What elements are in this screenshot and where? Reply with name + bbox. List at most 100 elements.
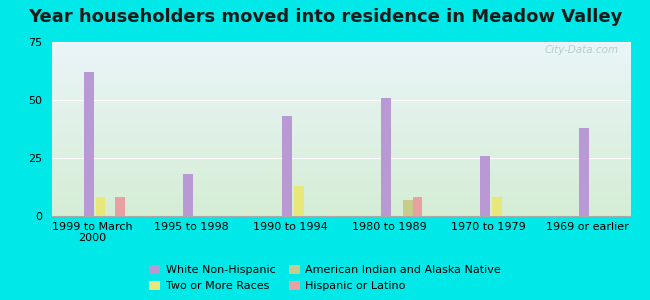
Bar [52,152,630,153]
Bar [52,189,630,190]
Bar [381,98,391,216]
Bar [52,215,630,216]
Bar [402,200,413,216]
Bar [52,162,630,163]
Bar [52,206,630,207]
Bar [52,58,630,59]
Bar [52,153,630,154]
Text: Year householders moved into residence in Meadow Valley: Year householders moved into residence i… [28,8,622,26]
Bar [52,110,630,111]
Bar [52,125,630,126]
Bar [52,119,630,120]
Bar [52,186,630,187]
Bar [52,145,630,146]
Bar [52,112,630,113]
Bar [52,197,630,198]
Bar [52,154,630,155]
Bar [52,130,630,131]
Bar [52,181,630,182]
Bar [52,45,630,46]
Bar [52,203,630,204]
Bar [52,92,630,93]
Bar [52,180,630,181]
Bar [52,79,630,80]
Bar [52,101,630,102]
Bar [52,121,630,122]
Bar [52,160,630,161]
Bar [52,98,630,99]
Bar [52,53,630,54]
Bar [52,165,630,166]
Bar [84,72,94,216]
Bar [52,84,630,85]
Bar [52,120,630,121]
Bar [52,134,630,135]
Bar [52,113,630,114]
Bar [52,50,630,51]
Bar [52,132,630,133]
Bar [52,88,630,89]
Bar [52,182,630,183]
Bar [492,197,502,216]
Bar [52,55,630,56]
Bar [52,169,630,170]
Bar [52,73,630,74]
Legend: White Non-Hispanic, Two or More Races, American Indian and Alaska Native, Hispan: White Non-Hispanic, Two or More Races, A… [149,265,501,291]
Bar [52,83,630,84]
Bar [52,187,630,188]
Bar [52,176,630,177]
Bar [52,209,630,210]
Bar [52,56,630,57]
Bar [52,163,630,164]
Bar [52,199,630,200]
Bar [52,109,630,110]
Bar [52,173,630,174]
Bar [52,138,630,139]
Bar [52,111,630,112]
Bar [52,175,630,176]
Bar [52,105,630,106]
Bar [96,197,105,216]
Bar [52,141,630,142]
Bar [52,93,630,94]
Bar [52,202,630,203]
Bar [52,95,630,96]
Bar [52,208,630,209]
Bar [52,137,630,138]
Bar [116,197,125,216]
Bar [52,190,630,191]
Bar [52,57,630,58]
Bar [52,69,630,70]
Bar [52,166,630,167]
Bar [52,77,630,78]
Bar [52,65,630,66]
Bar [52,71,630,72]
Bar [52,118,630,119]
Bar [52,188,630,189]
Bar [52,52,630,53]
Bar [52,201,630,202]
Bar [52,99,630,100]
Bar [52,171,630,172]
Bar [52,47,630,48]
Bar [52,124,630,125]
Bar [52,80,630,81]
Bar [52,136,630,137]
Bar [52,63,630,64]
Bar [413,197,422,216]
Bar [52,59,630,60]
Bar [52,185,630,186]
Bar [52,117,630,118]
Bar [52,204,630,205]
Bar [52,128,630,129]
Bar [52,107,630,108]
Bar [52,205,630,206]
Bar [52,104,630,105]
Bar [52,62,630,63]
Bar [52,140,630,141]
Bar [52,85,630,86]
Bar [52,150,630,151]
Bar [52,49,630,50]
Bar [52,97,630,98]
Bar [52,75,630,76]
